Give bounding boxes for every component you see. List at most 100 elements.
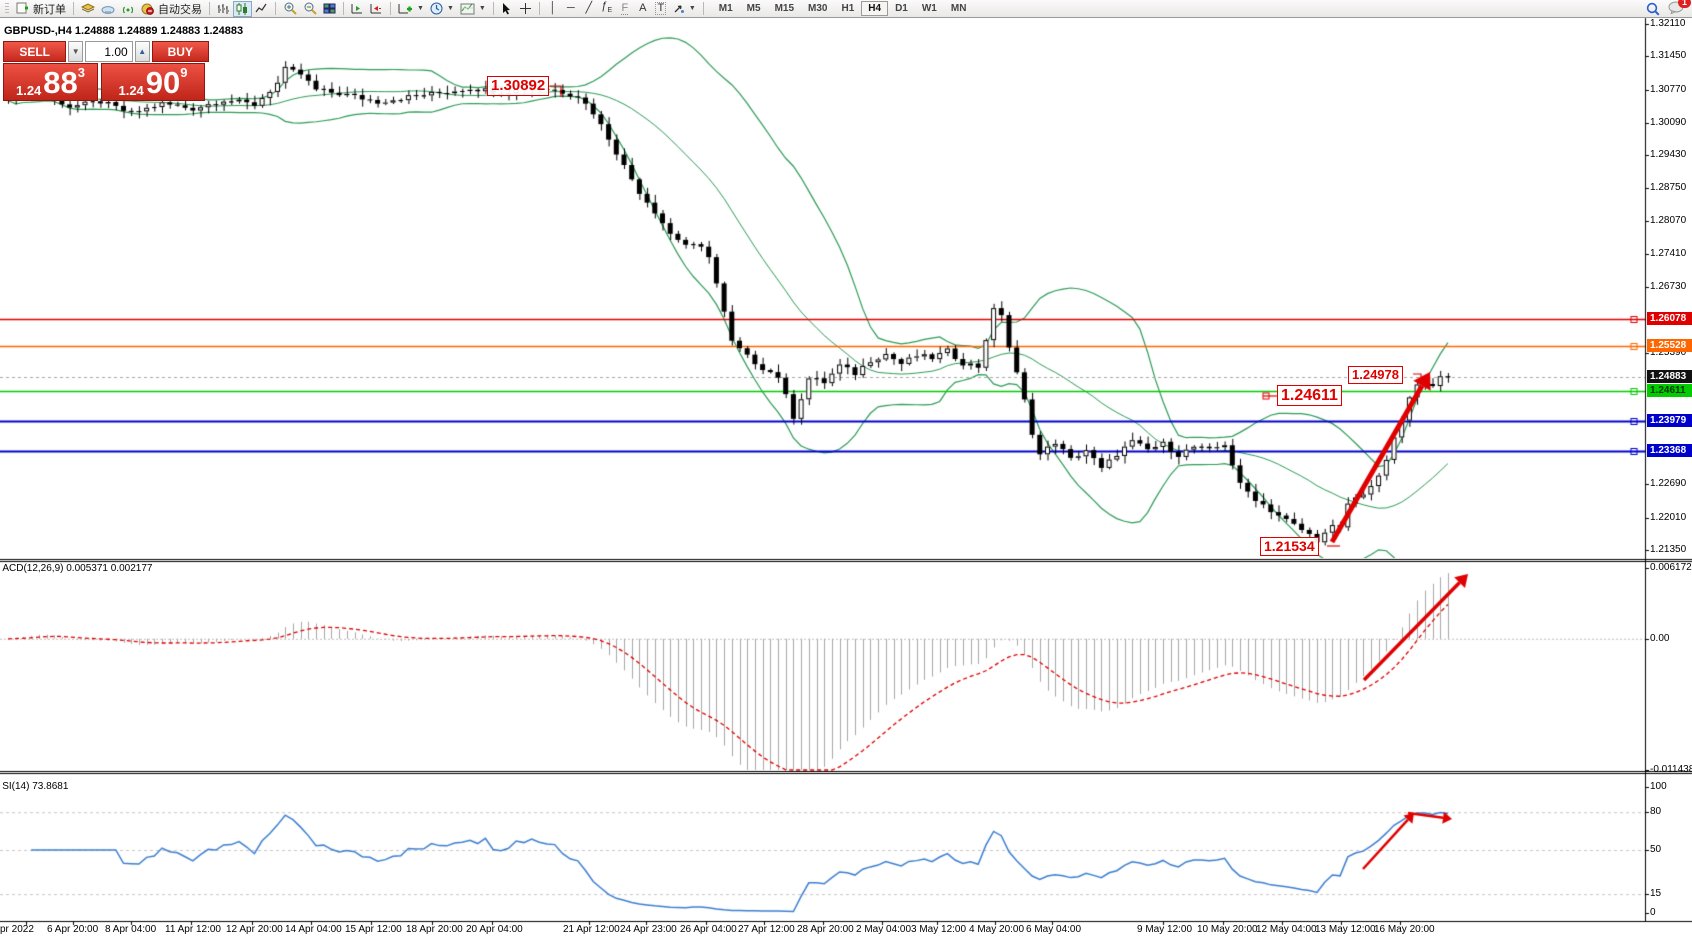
buy-button[interactable]: BUY	[151, 41, 209, 62]
price-axis-tick: 1.27410	[1650, 247, 1687, 259]
auto-scroll-button[interactable]	[348, 1, 367, 17]
price-level-badge: 1.26078	[1647, 311, 1692, 325]
main-toolbar: 新订单 自动交易	[0, 0, 1692, 18]
indicators-button[interactable]: ▼	[395, 1, 427, 17]
market-watch-button[interactable]	[78, 1, 98, 17]
macd-indicator-label: MACD(12,26,9) 0.005371 0.002177	[2, 563, 152, 574]
time-axis-label: 9 May 12:00	[1137, 924, 1193, 935]
dropdown-caret-icon: ▼	[446, 5, 454, 12]
buy-price-display[interactable]: 1.24 90 9	[101, 63, 205, 101]
timeframe-m30-button[interactable]: M30	[808, 3, 828, 14]
price-annotation[interactable]: 1.24611	[1277, 385, 1342, 407]
time-axis-label: 27 Apr 12:00	[738, 924, 795, 935]
line-chart-type-button[interactable]	[252, 1, 271, 17]
timeframe-d1-button[interactable]: D1	[895, 3, 908, 14]
timeframe-h1-button[interactable]: H1	[841, 3, 855, 14]
timeframe-group: M1 M5 M15 M30 H1 H4 D1 W1 MN	[712, 1, 974, 16]
price-axis-tick: 1.31450	[1650, 50, 1687, 62]
notifications-button[interactable]: 1	[1668, 0, 1691, 17]
time-axis-label: 8 Apr 04:00	[105, 924, 157, 935]
templates-icon	[460, 3, 475, 14]
sell-price-main: 88	[43, 65, 78, 100]
timeframe-m1-button[interactable]: M1	[718, 3, 733, 14]
toolbar-separator	[343, 2, 344, 15]
rsi-value: 73.8681	[32, 781, 69, 792]
clock-icon	[430, 2, 443, 15]
sell-button[interactable]: SELL	[3, 41, 67, 62]
new-order-button[interactable]: 新订单	[12, 1, 69, 17]
cursor-tool-button[interactable]	[498, 1, 516, 17]
time-axis-label: pr 2022	[0, 924, 34, 935]
macd-axis-tick: 0.006172	[1650, 562, 1692, 573]
volume-increase-button[interactable]: ▲	[134, 41, 150, 62]
macd-axis-tick: -0.011438	[1650, 764, 1692, 775]
timeframe-m5-button[interactable]: M5	[746, 3, 761, 14]
dropdown-caret-icon: ▼	[688, 5, 696, 12]
vertical-line-tool-button[interactable]: │	[544, 1, 562, 17]
time-axis-label: 28 Apr 20:00	[797, 924, 854, 935]
bar-chart-icon	[218, 3, 229, 14]
zoom-in-button[interactable]	[280, 1, 300, 17]
price-level-badge: 1.23979	[1647, 414, 1692, 428]
price-axis-tick: 1.30090	[1650, 116, 1687, 128]
new-order-label: 新订单	[33, 3, 66, 16]
toolbar-separator	[275, 2, 276, 15]
one-click-trading-panel: SELL ▼ 1.00 ▲ BUY 1.24 88 3 1.24 90 9	[3, 41, 209, 101]
publish-button[interactable]	[98, 1, 118, 17]
timeframe-h4-button[interactable]: H4	[861, 1, 889, 16]
time-axis-label: 3 May 12:00	[911, 924, 967, 935]
timeframe-m15-button[interactable]: M15	[774, 3, 795, 14]
toolbar-separator	[73, 2, 74, 15]
notification-count-badge: 1	[1677, 0, 1691, 8]
horizontal-line-tool-button[interactable]: ─	[562, 1, 580, 17]
buy-price-prefix: 1.24	[118, 83, 144, 98]
tile-windows-button[interactable]	[320, 1, 339, 17]
time-axis-label: 13 May 12:00	[1315, 924, 1376, 935]
text-tool-button[interactable]: A	[634, 1, 652, 17]
toolbar-grip[interactable]	[5, 2, 9, 15]
rsi-axis-tick: 80	[1650, 806, 1662, 818]
sell-price-display[interactable]: 1.24 88 3	[3, 63, 98, 101]
price-annotation[interactable]: 1.21534	[1260, 537, 1319, 556]
bar-chart-type-button[interactable]	[214, 1, 233, 17]
text-label-tool-button[interactable]: T	[652, 1, 670, 17]
price-annotation[interactable]: 1.30892	[487, 76, 550, 96]
search-icon[interactable]	[1646, 2, 1660, 16]
signals-button[interactable]	[118, 1, 138, 17]
price-annotation[interactable]: 1.24978	[1348, 366, 1403, 384]
price-axis-tick: 1.28070	[1650, 215, 1687, 227]
sell-price-prefix: 1.24	[15, 83, 42, 98]
time-axis-label: 12 Apr 20:00	[226, 924, 283, 935]
rsi-axis-tick: 15	[1650, 888, 1662, 900]
rsi-name: RSI(14)	[2, 781, 30, 792]
volume-input[interactable]: 1.00	[85, 41, 133, 62]
text-icon: A	[639, 2, 647, 14]
chart-shift-button[interactable]	[367, 1, 386, 17]
periods-button[interactable]: ▼	[427, 1, 457, 17]
toolbar-separator	[492, 2, 494, 15]
time-axis-label: 16 May 20:00	[1374, 924, 1435, 935]
candlestick-type-button[interactable]	[233, 0, 252, 17]
fibonacci-icon: ƒE	[601, 0, 613, 15]
crosshair-tool-button[interactable]	[516, 1, 535, 17]
trendline-tool-button[interactable]: ╱	[580, 1, 598, 17]
crosshair-icon	[519, 3, 531, 14]
rsi-axis-tick: 100	[1650, 781, 1667, 792]
arrow-shape-icon	[674, 5, 684, 13]
signal-icon	[122, 6, 134, 13]
timeframe-mn-button[interactable]: MN	[950, 3, 967, 14]
fibonacci-tool-button[interactable]: ƒE	[598, 0, 616, 17]
price-axis-tick: 1.22010	[1650, 511, 1687, 523]
zoom-out-button[interactable]	[300, 1, 320, 17]
fibonacci-fan-tool-button[interactable]: F	[616, 1, 634, 17]
price-level-badge: 1.23368	[1647, 444, 1692, 458]
arrows-tool-button[interactable]: ▼	[670, 1, 699, 17]
cloud-icon	[101, 5, 115, 14]
templates-button[interactable]: ▼	[457, 1, 489, 17]
volume-decrease-button[interactable]: ▼	[68, 41, 84, 62]
auto-trading-button[interactable]: 自动交易	[138, 1, 205, 17]
timeframe-w1-button[interactable]: W1	[921, 3, 937, 14]
toolbar-separator	[209, 2, 210, 15]
